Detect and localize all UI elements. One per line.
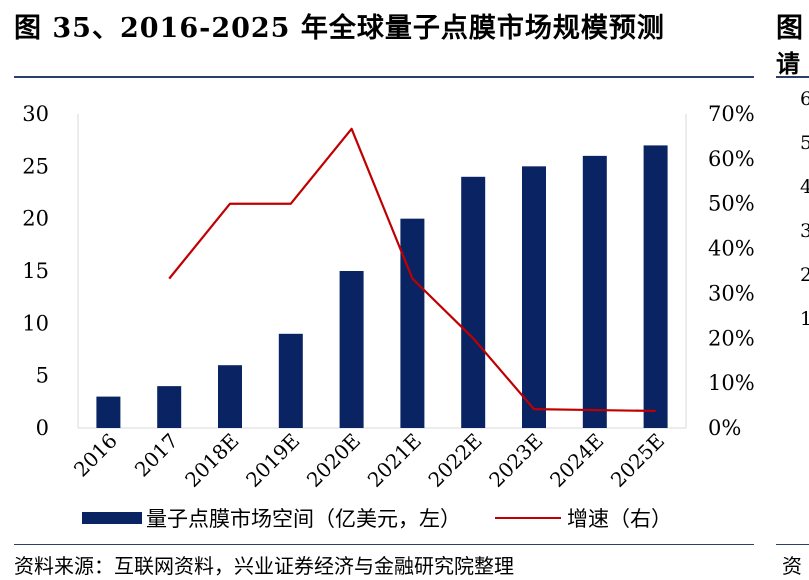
adjacent-tick: 3 xyxy=(800,220,809,242)
right-tick-label: 50% xyxy=(708,192,755,216)
right-tick-label: 10% xyxy=(708,371,755,395)
left-tick-label: 20 xyxy=(22,207,49,231)
category-label: 2025E xyxy=(606,429,669,492)
category-label: 2020E xyxy=(302,429,365,492)
category-label: 2018E xyxy=(180,429,243,492)
bar xyxy=(218,365,242,428)
category-label: 2023E xyxy=(484,429,547,492)
right-tick-label: 30% xyxy=(708,281,755,305)
bar xyxy=(400,218,425,428)
adjacent-title-divider xyxy=(776,76,809,78)
chart-legend: 量子点膜市场空间（亿美元，左） 增速（右） xyxy=(82,503,672,533)
left-tick-label: 30 xyxy=(22,102,49,126)
left-tick-label: 5 xyxy=(36,364,49,388)
right-tick-label: 20% xyxy=(708,326,755,350)
source-note: 资料来源：互联网资料，兴业证券经济与金融研究院整理 xyxy=(14,554,514,578)
right-tick-label: 0% xyxy=(708,416,741,440)
category-label: 2016 xyxy=(69,429,122,482)
adjacent-figure-subtitle: 请 xyxy=(776,49,800,78)
adjacent-figure-title: 图 xyxy=(776,13,803,44)
adjacent-source-divider xyxy=(776,544,809,545)
bar xyxy=(278,333,303,428)
adjacent-tick: 4 xyxy=(800,176,809,198)
bar xyxy=(157,386,182,428)
growth-line xyxy=(168,127,656,413)
legend-line-swatch xyxy=(495,517,561,519)
adjacent-tick: 1 xyxy=(800,308,809,330)
legend-bar-label: 量子点膜市场空间（亿美元，左） xyxy=(146,507,461,531)
bar xyxy=(643,145,668,428)
bar xyxy=(461,176,486,428)
bar xyxy=(522,166,546,429)
figure-title: 图 35、2016-2025 年全球量子点膜市场规模预测 xyxy=(14,13,665,44)
left-tick-label: 0 xyxy=(36,416,49,440)
bar xyxy=(339,271,364,428)
category-label: 2022E xyxy=(423,429,486,492)
left-tick-label: 15 xyxy=(22,259,49,283)
category-label: 2024E xyxy=(545,429,608,492)
right-tick-label: 70% xyxy=(708,102,755,126)
right-tick-label: 40% xyxy=(708,237,755,261)
title-divider xyxy=(14,76,754,78)
legend-line-label: 增速（右） xyxy=(567,507,672,531)
bar xyxy=(582,155,607,428)
category-label: 2021E xyxy=(363,429,426,492)
left-tick-label: 10 xyxy=(22,311,49,335)
legend-bar-swatch xyxy=(82,512,142,524)
left-tick-label: 25 xyxy=(22,154,49,178)
category-label: 2017 xyxy=(130,429,183,482)
source-divider xyxy=(14,544,754,545)
right-tick-label: 60% xyxy=(708,147,755,171)
adjacent-tick: 6 xyxy=(800,88,809,110)
adjacent-source-note: 资 xyxy=(782,554,802,578)
adjacent-tick: 5 xyxy=(800,132,809,154)
bar xyxy=(96,396,121,428)
category-label: 2019E xyxy=(241,429,304,492)
adjacent-tick: 2 xyxy=(800,264,809,286)
